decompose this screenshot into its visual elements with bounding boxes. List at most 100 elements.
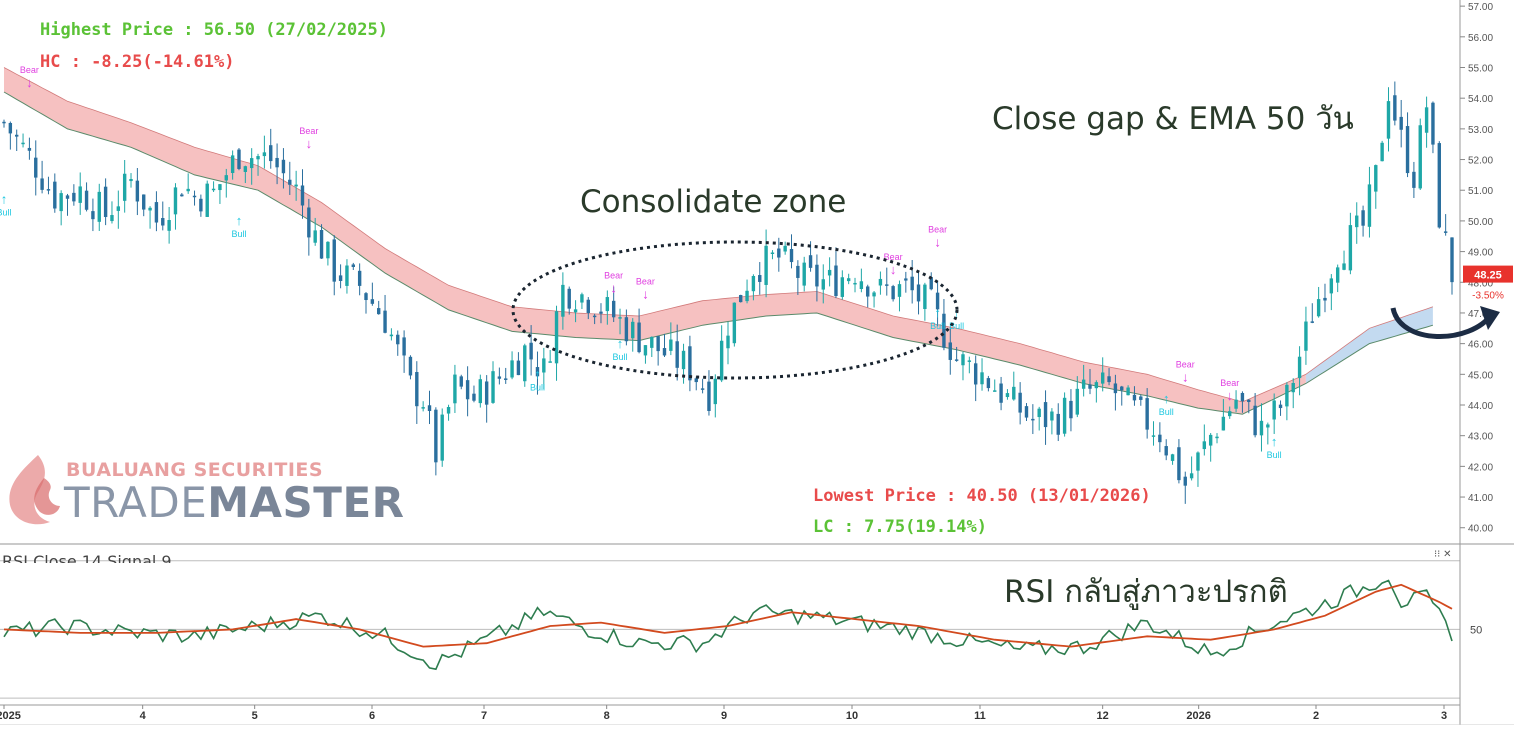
candle-body <box>84 190 89 210</box>
candle-body <box>1329 278 1334 294</box>
candle-body <box>599 311 603 314</box>
candle-body <box>15 134 19 137</box>
candle-body <box>605 297 610 312</box>
candle-body <box>167 220 171 231</box>
candle-body <box>465 380 470 400</box>
candle-body <box>554 311 559 364</box>
candle-body <box>853 282 857 285</box>
candle-body <box>1196 452 1200 471</box>
candle-body <box>1316 299 1321 317</box>
candle-body <box>313 230 317 243</box>
candle-body <box>402 337 406 356</box>
bull-arrow: ↑ <box>1 192 8 207</box>
bear-arrow: ↓ <box>890 262 897 277</box>
candle-body <box>497 376 502 379</box>
bear-arrow: ↓ <box>306 136 313 151</box>
candle-body <box>1012 386 1016 400</box>
candle-body <box>732 302 737 344</box>
candle-body <box>1202 441 1207 450</box>
candle-body <box>631 321 635 339</box>
y-tick-label: 49.00 <box>1468 248 1493 259</box>
bull-label: Bull <box>930 321 945 331</box>
candle-body <box>1380 142 1384 162</box>
candle-body <box>700 388 705 390</box>
candle-body <box>484 381 489 405</box>
candle-body <box>243 166 248 172</box>
price-tag-value: 48.25 <box>1474 270 1502 282</box>
candle-body <box>973 363 978 385</box>
y-tick-label: 51.00 <box>1468 186 1493 197</box>
bear-label: Bear <box>20 65 39 75</box>
candle-body <box>351 264 355 267</box>
candle-body <box>1132 394 1137 401</box>
candle-body <box>1272 400 1276 420</box>
candle-body <box>573 309 578 313</box>
candle-body <box>910 276 914 291</box>
candle-body <box>688 346 692 381</box>
candle-body <box>275 157 279 168</box>
candle-body <box>1158 434 1162 443</box>
candle-body <box>916 284 921 302</box>
candle-body <box>1291 382 1295 393</box>
candle-body <box>942 313 946 348</box>
bear-arrow: ↓ <box>1182 369 1189 384</box>
candle-body <box>154 202 159 223</box>
curved-arrow-head <box>1480 306 1500 330</box>
candle-body <box>885 284 889 286</box>
candle-body <box>840 277 845 297</box>
curved-arrow <box>1390 307 1495 340</box>
candle-body <box>1240 392 1245 402</box>
candle-body <box>1228 411 1232 417</box>
candle-body <box>389 334 394 337</box>
consolidate-zone-note: Consolidate zone <box>580 184 847 220</box>
candle-body <box>249 158 254 169</box>
candle-body <box>758 275 762 282</box>
candle-body <box>1443 231 1448 233</box>
candle-body <box>1120 386 1124 391</box>
candle-body <box>218 184 222 191</box>
candle-body <box>1348 225 1353 271</box>
candle-body <box>999 383 1003 403</box>
candle-body <box>135 180 140 202</box>
candle-body <box>1189 473 1194 479</box>
candle-body <box>980 372 984 385</box>
candle-body <box>504 378 508 380</box>
candle-body <box>440 414 444 461</box>
candle-body <box>1043 402 1048 428</box>
candle-body <box>46 189 51 191</box>
y-tick-label: 56.00 <box>1468 33 1493 44</box>
candle-body <box>364 293 368 301</box>
candle-body <box>1069 400 1073 419</box>
x-tick-label: 5 <box>252 710 258 722</box>
candle-body <box>338 275 343 281</box>
bear-arrow: ↓ <box>642 287 649 302</box>
candle-body <box>1450 237 1454 283</box>
candle-body <box>199 198 203 212</box>
candle-body <box>1335 267 1340 283</box>
candle-body <box>961 354 965 366</box>
y-tick-label: 55.00 <box>1468 64 1493 75</box>
candle-body <box>173 187 178 215</box>
candle-body <box>586 299 590 314</box>
candle-body <box>27 147 32 151</box>
candle-body <box>192 195 197 198</box>
candle-body <box>662 348 667 356</box>
x-tick-label: 9 <box>721 710 727 722</box>
candle-body <box>637 322 641 353</box>
candle-body <box>1418 125 1422 189</box>
candle-body <box>993 390 997 392</box>
candle-body <box>1221 416 1226 431</box>
candle-body <box>453 374 457 404</box>
candle-body <box>719 340 724 381</box>
x-tick-label: 11 <box>974 710 986 722</box>
candle-body <box>91 211 95 220</box>
candle-body <box>186 188 190 192</box>
candle-body <box>770 252 775 254</box>
candle-body <box>1145 398 1149 430</box>
candle-body <box>40 178 44 190</box>
candle-body <box>967 360 972 362</box>
x-tick-label: 4 <box>140 710 147 722</box>
candle-body <box>53 181 57 209</box>
x-tick-label: 6 <box>369 710 375 722</box>
